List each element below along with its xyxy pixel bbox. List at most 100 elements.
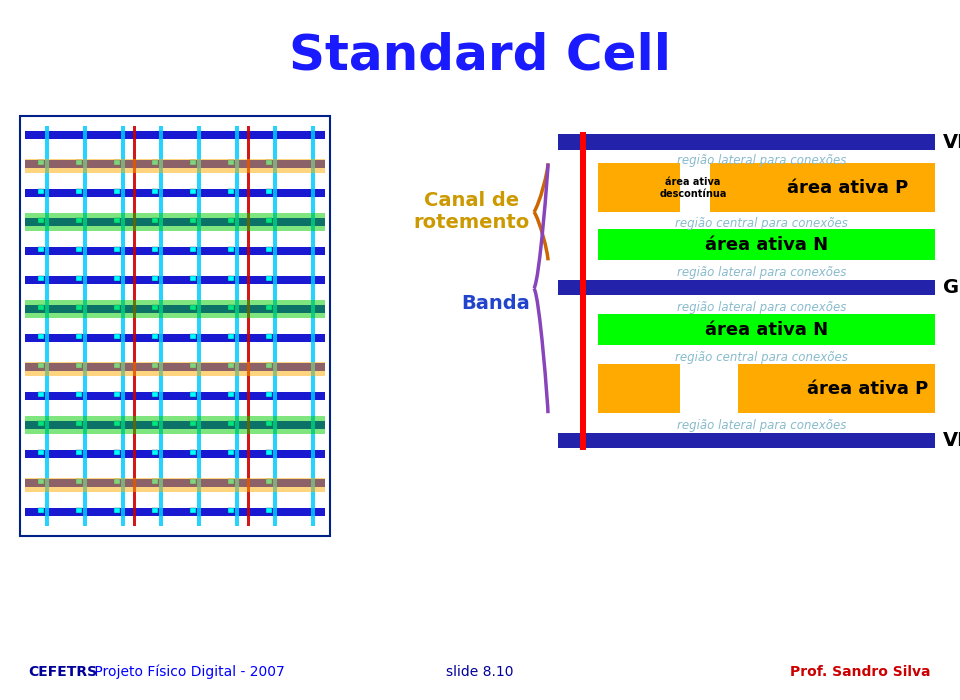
Bar [114,480,120,484]
Bar [114,392,120,397]
Bar [76,160,82,165]
Bar [190,190,196,195]
Text: Banda: Banda [461,294,530,313]
Text: região central para conexões: região central para conexões [675,351,848,364]
Bar [114,276,120,281]
Bar [190,160,196,165]
Text: área ativa N: área ativa N [705,236,828,254]
Bar [152,450,158,455]
Bar [266,363,272,368]
Bar [76,276,82,281]
Bar [76,421,82,426]
Bar [25,160,325,174]
Bar [228,190,234,195]
Bar [152,276,158,281]
Bar [25,300,325,318]
Bar [25,214,325,232]
Bar [311,127,315,526]
Bar [266,160,272,165]
Text: VDD: VDD [943,431,960,450]
Text: CEFETRS: CEFETRS [28,665,97,679]
Bar [190,480,196,484]
Bar [76,450,82,455]
Bar [152,421,158,426]
Bar [152,508,158,513]
Bar [266,247,272,253]
Text: Projeto Físico Digital - 2007: Projeto Físico Digital - 2007 [90,665,285,679]
Bar [114,508,120,513]
Text: área ativa P: área ativa P [787,179,908,197]
Bar [266,305,272,310]
Bar [114,190,120,195]
Bar [38,392,44,397]
Bar [38,508,44,513]
Bar [25,508,325,516]
Bar [83,127,87,526]
Bar [152,218,158,223]
Bar [76,480,82,484]
Bar [20,116,330,536]
Bar [228,392,234,397]
Bar [152,363,158,368]
Bar [76,305,82,310]
Bar [25,335,325,342]
Bar [190,392,196,397]
Bar [228,480,234,484]
Bar [228,247,234,253]
Text: GND: GND [943,279,960,298]
Bar [266,218,272,223]
Bar [20,116,330,536]
Bar [152,335,158,339]
Bar [558,280,935,295]
Bar [114,363,120,368]
Bar [228,160,234,165]
Text: Standard Cell: Standard Cell [289,32,671,80]
Bar [25,478,325,492]
Text: região lateral para conexões: região lateral para conexões [677,266,846,279]
Bar [190,276,196,281]
Bar [266,392,272,397]
Bar [76,335,82,339]
Bar [228,450,234,455]
Bar [273,127,277,526]
Bar [38,190,44,195]
Bar [598,230,935,260]
Bar [738,364,935,413]
Bar [25,276,325,284]
Bar [228,276,234,281]
Bar [25,218,325,226]
Bar [38,160,44,165]
Bar [152,190,158,195]
Bar [190,305,196,310]
Bar [25,392,325,400]
Bar [152,247,158,253]
Bar [152,160,158,165]
Bar [266,480,272,484]
Bar [197,127,201,526]
Bar [228,218,234,223]
Bar [266,421,272,426]
Bar [38,305,44,310]
Bar [114,218,120,223]
Text: região central para conexões: região central para conexões [675,217,848,230]
Bar [266,450,272,455]
Bar [114,160,120,165]
Text: região lateral para conexões: região lateral para conexões [677,154,846,167]
Bar [25,190,325,197]
Bar [45,127,49,526]
Bar [38,276,44,281]
Text: slide 8.10: slide 8.10 [446,665,514,679]
Bar [25,480,325,487]
Bar [38,247,44,253]
Bar [228,508,234,513]
Bar [190,247,196,253]
Bar [190,421,196,426]
Bar [266,335,272,339]
Bar [76,218,82,223]
Bar [228,305,234,310]
Bar [598,163,680,212]
Bar [152,392,158,397]
Bar [133,127,136,526]
Bar [25,247,325,256]
Bar [76,392,82,397]
